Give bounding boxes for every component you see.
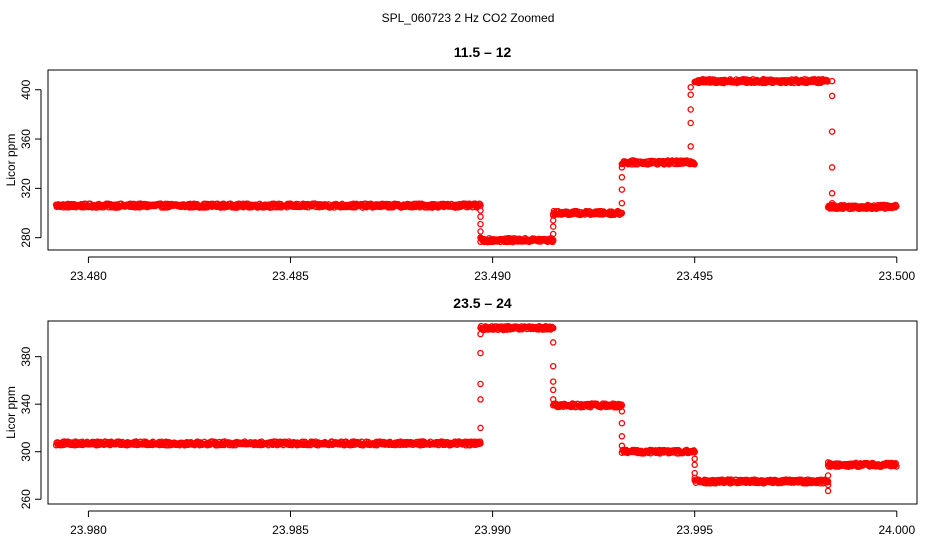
x-tick-label: 23.980 (70, 523, 107, 537)
data-point (828, 164, 836, 171)
data-point (477, 234, 484, 241)
data-point (477, 213, 484, 220)
data-point (477, 207, 484, 214)
data-point (549, 396, 557, 403)
data-point (687, 84, 694, 91)
y-axis-label: Licor ppm (4, 134, 18, 187)
data-points (52, 322, 900, 495)
data-point (824, 459, 832, 466)
y-tick-label: 400 (19, 79, 33, 99)
x-tick-label: 23.985 (272, 523, 309, 537)
x-tick-label: 23.485 (272, 269, 309, 283)
data-point (824, 472, 832, 479)
y-tick-label: 320 (19, 178, 33, 198)
data-point (618, 408, 626, 415)
y-axis: 260 300 340 380 (19, 346, 42, 509)
data-points (52, 75, 900, 246)
data-point (828, 190, 836, 197)
data-point (893, 463, 900, 470)
data-point (477, 349, 484, 357)
data-point (618, 174, 626, 181)
x-tick-label: 24.000 (878, 523, 915, 537)
y-axis-label: Licor ppm (4, 386, 18, 439)
chart-title: 23.5 – 24 (453, 295, 512, 311)
data-point (549, 223, 557, 230)
data-point (618, 186, 626, 193)
data-point (549, 324, 557, 332)
data-point (687, 106, 694, 113)
data-point (691, 474, 698, 482)
data-point (687, 119, 694, 127)
data-point (828, 128, 836, 135)
data-point (477, 220, 484, 228)
data-point (618, 402, 626, 409)
data-point (618, 419, 626, 427)
x-tick-label: 23.995 (676, 523, 713, 537)
data-point (618, 442, 626, 450)
x-axis: 23.480 23.485 23.490 23.495 23.500 (70, 256, 915, 283)
data-point (893, 203, 900, 210)
data-point (687, 143, 694, 150)
data-point (828, 92, 836, 100)
x-tick-label: 23.480 (70, 269, 107, 283)
y-tick-label: 260 (19, 489, 33, 509)
data-point (828, 199, 836, 207)
plot-frame (47, 69, 918, 251)
data-point (687, 91, 694, 98)
data-point (892, 459, 899, 467)
figure-title: SPL_060723 2 Hz CO2 Zoomed (382, 11, 555, 25)
data-point (618, 164, 626, 171)
data-point (477, 424, 484, 432)
x-tick-label: 23.495 (676, 269, 713, 283)
data-point (824, 481, 832, 489)
data-point (549, 362, 557, 370)
y-tick-label: 280 (19, 227, 33, 247)
data-point (687, 159, 694, 166)
chart-title: 11.5 – 12 (454, 44, 512, 60)
data-point (477, 440, 484, 447)
data-point (477, 330, 484, 338)
data-point (691, 461, 698, 469)
y-tick-label: 340 (19, 394, 33, 414)
data-point (691, 448, 698, 455)
plot-frame (47, 320, 918, 505)
data-point (824, 478, 832, 485)
data-point (618, 209, 626, 217)
y-tick-label: 360 (19, 129, 33, 149)
data-point (691, 455, 698, 463)
data-point (477, 380, 484, 388)
data-point (549, 386, 557, 394)
data-point (549, 339, 557, 346)
data-point (828, 77, 836, 85)
data-point (549, 378, 557, 385)
data-point (477, 228, 484, 235)
data-point (618, 433, 626, 440)
x-axis: 23.980 23.985 23.990 23.995 24.000 (70, 510, 915, 537)
x-tick-label: 23.500 (878, 269, 915, 283)
y-tick-label: 380 (19, 346, 33, 366)
data-point (618, 199, 626, 207)
data-point (477, 396, 484, 403)
data-point (549, 212, 557, 219)
x-tick-label: 23.990 (474, 523, 511, 537)
x-tick-label: 23.490 (474, 269, 511, 283)
data-point (549, 236, 557, 244)
y-tick-label: 300 (19, 441, 33, 461)
data-point (549, 230, 557, 238)
y-axis: 280 320 360 400 (19, 79, 42, 248)
data-point (824, 487, 832, 495)
